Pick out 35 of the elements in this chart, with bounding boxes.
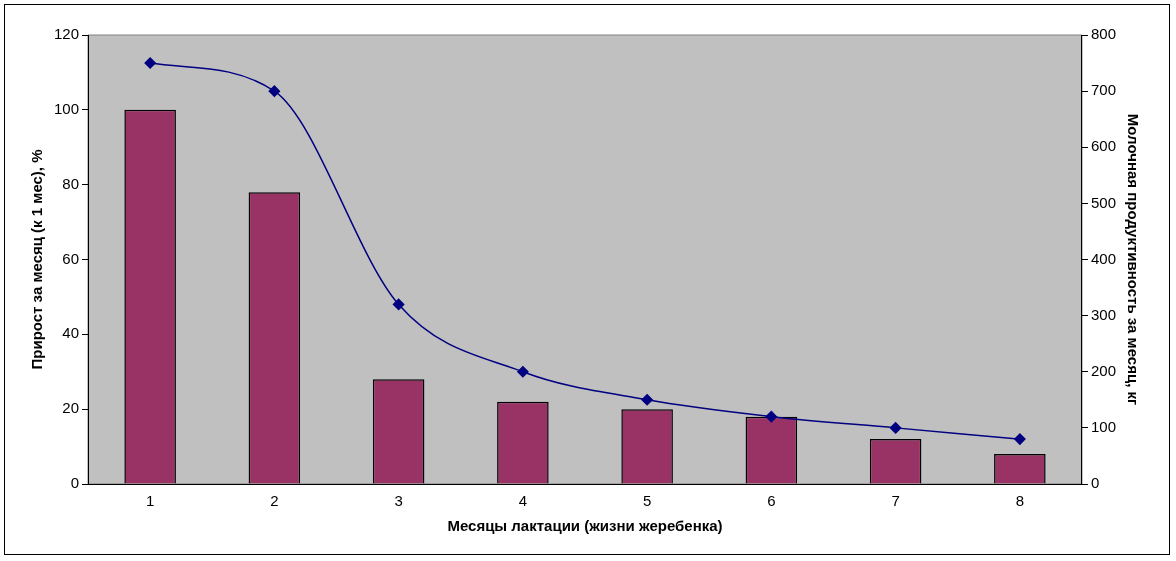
y2-tick-label: 800 (1090, 25, 1116, 43)
point (268, 85, 281, 97)
y2-axis-title: Молочная продуктивность за месяц, кг (1124, 113, 1142, 406)
point (1014, 433, 1026, 445)
y2-tick-label: 0 (1090, 474, 1100, 492)
point (641, 394, 653, 406)
point (144, 57, 156, 69)
x-tick-label: 3 (394, 492, 403, 510)
x-tick-label: 7 (891, 492, 900, 510)
x-tick-label: 1 (145, 492, 155, 510)
x-tick-label: 5 (642, 492, 652, 510)
point (392, 298, 405, 311)
y-tick-label: 0 (70, 474, 80, 492)
y2-tick-label: 500 (1090, 193, 1116, 211)
y-axis-title: Прирост за месяц (к 1 мес), % (28, 149, 46, 370)
x-tick-label: 2 (270, 492, 279, 510)
x-tick-label: 4 (518, 492, 528, 510)
y-tick-label: 80 (62, 174, 80, 192)
y-tick-label: 60 (62, 249, 80, 267)
y2-tick-label: 700 (1090, 81, 1116, 99)
point (765, 410, 778, 423)
y2-tick-label: 400 (1090, 249, 1116, 267)
y-tick-label: 40 (62, 324, 80, 342)
point (517, 366, 529, 378)
y2-tick-label: 600 (1090, 137, 1116, 155)
x-axis-title: Месяцы лактации (жизни жеребенка) (447, 517, 723, 535)
y-tick-label: 20 (62, 399, 80, 417)
y2-tick-label: 200 (1090, 361, 1116, 379)
y-tick-label: 120 (54, 25, 80, 43)
x-tick-label: 6 (767, 492, 776, 510)
x-tick-label: 8 (1015, 492, 1025, 510)
y2-tick-label: 100 (1090, 418, 1116, 436)
y2-tick-label: 300 (1090, 305, 1116, 323)
point (889, 422, 902, 434)
y-tick-label: 100 (54, 99, 80, 117)
